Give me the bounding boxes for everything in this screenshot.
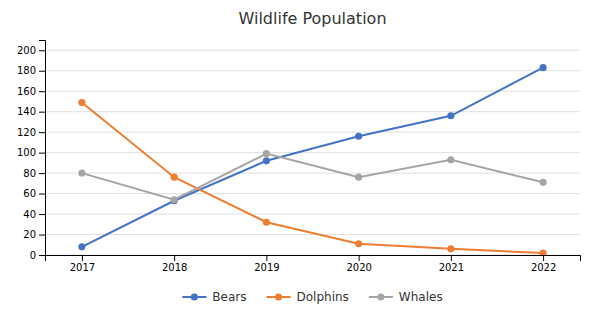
tick-mark xyxy=(359,255,360,261)
tick-label: 160 xyxy=(17,86,36,97)
series-group xyxy=(78,64,546,255)
series-line xyxy=(82,154,543,200)
tick: 60 xyxy=(23,188,45,199)
tick-label: 2020 xyxy=(346,262,371,273)
grid-line xyxy=(45,214,580,215)
tick-label: 140 xyxy=(17,106,36,117)
legend-item: Whales xyxy=(369,290,443,304)
point xyxy=(540,64,547,71)
title: Wildlife Population xyxy=(238,9,386,28)
tick-label: 200 xyxy=(17,45,36,56)
tick-label: 40 xyxy=(23,209,36,220)
grid-line xyxy=(45,50,580,51)
tick-mark xyxy=(39,132,45,133)
tick: 120 xyxy=(17,127,45,138)
point xyxy=(263,150,270,157)
tick-mark xyxy=(39,50,45,51)
point xyxy=(447,112,454,119)
point xyxy=(355,133,362,140)
tick: 2019 xyxy=(254,255,279,273)
point xyxy=(540,179,547,186)
grid-line xyxy=(45,111,580,112)
point xyxy=(540,249,547,255)
point xyxy=(171,196,178,203)
tick-mark xyxy=(174,255,175,261)
tick: 20 xyxy=(23,229,45,240)
tick-mark xyxy=(39,214,45,215)
tick: 80 xyxy=(23,168,45,179)
plot-area: 2017 2018 2019 2020 2021 2022 0 20 40 60 80 100 120 1… xyxy=(17,41,581,274)
tick-mark xyxy=(543,255,544,261)
tick-mark xyxy=(39,153,45,154)
tick-label: 100 xyxy=(17,147,36,158)
tick-label: 2022 xyxy=(531,262,556,273)
tick: 0 xyxy=(30,250,45,261)
point xyxy=(355,174,362,181)
grid-line xyxy=(45,152,580,153)
grid-line xyxy=(45,132,580,133)
tick-mark xyxy=(39,91,45,92)
tick-label: 2021 xyxy=(439,262,464,273)
tick-mark xyxy=(39,173,45,174)
axis-line xyxy=(46,256,581,262)
tick-mark xyxy=(39,235,45,236)
grid-line xyxy=(45,193,580,194)
tick-mark xyxy=(266,255,267,261)
tick-mark xyxy=(39,255,45,256)
point xyxy=(355,240,362,247)
grid-line xyxy=(45,234,580,235)
legend-item: Bears xyxy=(182,290,246,304)
legend-marker xyxy=(377,293,384,300)
tick: 160 xyxy=(17,86,45,97)
tick-label: 20 xyxy=(23,229,36,240)
tick: 2020 xyxy=(346,255,371,273)
y-axis: 0 20 40 60 80 100 120 140 160 180 200 xyxy=(17,41,46,261)
legend-item: Dolphins xyxy=(267,290,349,304)
tick-label: 2019 xyxy=(254,262,279,273)
tick-label: 180 xyxy=(17,65,36,76)
tick: 2021 xyxy=(439,255,464,273)
legend-label: Dolphins xyxy=(297,290,349,304)
legend: Bears Dolphins Whales xyxy=(182,290,442,304)
tick-label: 2018 xyxy=(162,262,187,273)
tick-label: 2017 xyxy=(70,262,95,273)
point xyxy=(447,156,454,163)
series-line xyxy=(82,102,543,253)
tick-label: 60 xyxy=(23,188,36,199)
tick-label: 0 xyxy=(30,250,36,261)
tick: 180 xyxy=(17,65,45,76)
tick: 200 xyxy=(17,45,45,56)
legend-label: Bears xyxy=(212,290,246,304)
point xyxy=(78,99,85,106)
grid xyxy=(45,50,580,255)
point xyxy=(263,157,270,164)
tick-label: 120 xyxy=(17,127,36,138)
tick: 2022 xyxy=(531,255,556,273)
grid-line xyxy=(45,70,580,71)
tick-mark xyxy=(451,255,452,261)
tick-mark xyxy=(39,112,45,113)
legend-marker xyxy=(191,293,198,300)
point xyxy=(263,219,270,226)
legend-marker xyxy=(275,293,282,300)
legend-label: Whales xyxy=(399,290,443,304)
tick: 40 xyxy=(23,209,45,220)
tick-mark xyxy=(82,255,83,261)
point xyxy=(78,243,85,250)
tick-mark xyxy=(39,71,45,72)
chart: 2017 2018 2019 2020 2021 2022 0 20 40 60 80 100 120 1… xyxy=(0,0,600,315)
tick: 100 xyxy=(17,147,45,158)
point xyxy=(447,245,454,252)
tick-label: 80 xyxy=(23,168,36,179)
point xyxy=(78,170,85,177)
point xyxy=(171,174,178,181)
tick: 2018 xyxy=(162,255,187,273)
tick: 2017 xyxy=(70,255,95,273)
tick: 140 xyxy=(17,106,45,117)
axis-line xyxy=(39,41,46,256)
tick-mark xyxy=(39,194,45,195)
x-axis: 2017 2018 2019 2020 2021 2022 xyxy=(46,255,581,273)
